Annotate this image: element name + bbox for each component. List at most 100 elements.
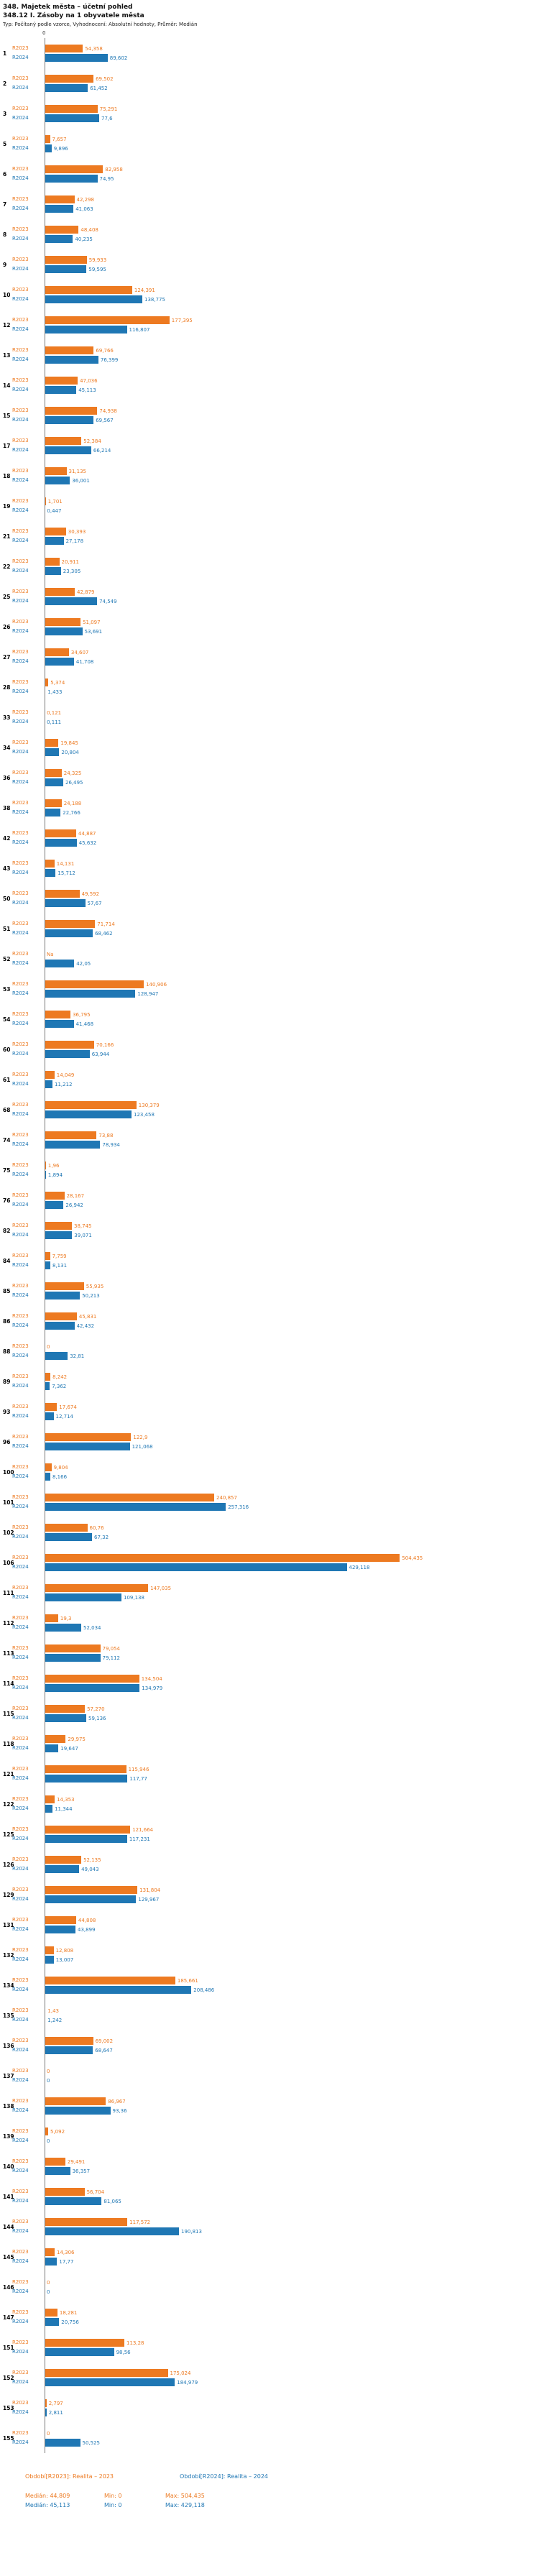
bar-r2024[interactable] <box>45 1080 52 1088</box>
bar-r2024[interactable] <box>45 1895 137 1903</box>
bar-r2023[interactable] <box>45 1192 65 1200</box>
bar-r2023[interactable] <box>45 1735 66 1743</box>
bar-r2024[interactable] <box>45 1926 75 1933</box>
bar-r2024[interactable] <box>45 658 74 666</box>
bar-r2023[interactable] <box>45 1584 149 1592</box>
bar-r2024[interactable] <box>45 235 73 243</box>
bar-r2024[interactable] <box>45 899 86 907</box>
bar-r2024[interactable] <box>45 1503 226 1511</box>
bar-r2024[interactable] <box>45 1805 53 1813</box>
bar-r2023[interactable] <box>45 558 60 566</box>
bar-r2023[interactable] <box>45 1403 57 1411</box>
bar-r2024[interactable] <box>45 1231 73 1239</box>
bar-r2024[interactable] <box>45 990 136 998</box>
bar-r2024[interactable] <box>45 265 87 273</box>
bar-r2023[interactable] <box>45 769 62 777</box>
bar-r2024[interactable] <box>45 1382 50 1390</box>
bar-r2023[interactable] <box>45 1644 101 1652</box>
bar-r2023[interactable] <box>45 316 170 324</box>
bar-r2023[interactable] <box>45 799 62 807</box>
bar-r2023[interactable] <box>45 678 49 686</box>
bar-r2023[interactable] <box>45 1765 126 1773</box>
bar-r2023[interactable] <box>45 1282 84 1290</box>
bar-r2023[interactable] <box>45 1433 132 1441</box>
bar-r2023[interactable] <box>45 2369 168 2377</box>
bar-r2024[interactable] <box>45 2378 175 2386</box>
bar-r2023[interactable] <box>45 1494 214 1501</box>
bar-r2024[interactable] <box>45 54 108 62</box>
bar-r2024[interactable] <box>45 2318 60 2326</box>
bar-r2024[interactable] <box>45 1865 80 1873</box>
bar-r2024[interactable] <box>45 1322 75 1330</box>
bar-r2024[interactable] <box>45 537 64 545</box>
bar-r2024[interactable] <box>45 597 98 605</box>
bar-r2024[interactable] <box>45 929 93 937</box>
bar-r2023[interactable] <box>45 165 103 173</box>
bar-r2023[interactable] <box>45 1886 138 1894</box>
bar-r2023[interactable] <box>45 1554 400 1562</box>
bar-r2023[interactable] <box>45 890 80 898</box>
bar-r2023[interactable] <box>45 2218 128 2226</box>
bar-r2024[interactable] <box>45 1533 92 1541</box>
bar-r2024[interactable] <box>45 144 52 152</box>
bar-r2023[interactable] <box>45 528 66 535</box>
bar-r2023[interactable] <box>45 1977 175 1984</box>
bar-r2023[interactable] <box>45 648 69 656</box>
bar-r2024[interactable] <box>45 839 77 847</box>
bar-r2023[interactable] <box>45 920 96 928</box>
bar-r2023[interactable] <box>45 346 94 354</box>
bar-r2024[interactable] <box>45 1956 54 1964</box>
bar-r2024[interactable] <box>45 809 61 816</box>
bar-r2024[interactable] <box>45 1714 86 1722</box>
bar-r2024[interactable] <box>45 175 98 183</box>
bar-r2024[interactable] <box>45 1292 80 1300</box>
bar-r2023[interactable] <box>45 105 98 113</box>
bar-r2024[interactable] <box>45 627 83 635</box>
bar-r2023[interactable] <box>45 980 144 988</box>
bar-r2024[interactable] <box>45 1986 192 1994</box>
bar-r2023[interactable] <box>45 829 76 837</box>
bar-r2024[interactable] <box>45 295 142 303</box>
bar-r2023[interactable] <box>45 1373 51 1381</box>
bar-r2024[interactable] <box>45 1684 140 1692</box>
bar-r2024[interactable] <box>45 1654 101 1662</box>
bar-r2024[interactable] <box>45 1050 90 1058</box>
bar-r2023[interactable] <box>45 1524 88 1532</box>
bar-r2023[interactable] <box>45 196 75 203</box>
bar-r2023[interactable] <box>45 860 55 868</box>
bar-r2023[interactable] <box>45 1795 55 1803</box>
bar-r2024[interactable] <box>45 1473 50 1481</box>
bar-r2024[interactable] <box>45 477 70 484</box>
bar-r2023[interactable] <box>45 739 59 747</box>
bar-r2023[interactable] <box>45 1041 94 1049</box>
bar-r2023[interactable] <box>45 1916 76 1924</box>
bar-r2023[interactable] <box>45 1071 55 1079</box>
bar-r2024[interactable] <box>45 869 56 877</box>
bar-r2023[interactable] <box>45 467 67 475</box>
bar-r2024[interactable] <box>45 114 99 122</box>
bar-r2024[interactable] <box>45 446 91 454</box>
bar-r2023[interactable] <box>45 377 78 385</box>
bar-r2024[interactable] <box>45 2107 111 2115</box>
bar-r2023[interactable] <box>45 2128 48 2135</box>
bar-r2023[interactable] <box>45 45 83 52</box>
bar-r2023[interactable] <box>45 1131 97 1139</box>
bar-r2024[interactable] <box>45 748 60 756</box>
bar-r2023[interactable] <box>45 2188 85 2196</box>
bar-r2023[interactable] <box>45 1946 54 1954</box>
bar-r2023[interactable] <box>45 437 82 445</box>
bar-r2023[interactable] <box>45 256 87 264</box>
bar-r2024[interactable] <box>45 356 98 364</box>
bar-r2023[interactable] <box>45 2158 65 2166</box>
bar-r2023[interactable] <box>45 618 81 626</box>
bar-r2024[interactable] <box>45 2167 70 2175</box>
bar-r2023[interactable] <box>45 2309 57 2317</box>
bar-r2024[interactable] <box>45 1141 101 1149</box>
bar-r2024[interactable] <box>45 416 94 424</box>
bar-r2024[interactable] <box>45 2409 47 2416</box>
bar-r2024[interactable] <box>45 2227 179 2235</box>
bar-r2024[interactable] <box>45 1835 127 1843</box>
bar-r2023[interactable] <box>45 75 94 83</box>
bar-r2023[interactable] <box>45 226 79 234</box>
bar-r2024[interactable] <box>45 1624 81 1632</box>
